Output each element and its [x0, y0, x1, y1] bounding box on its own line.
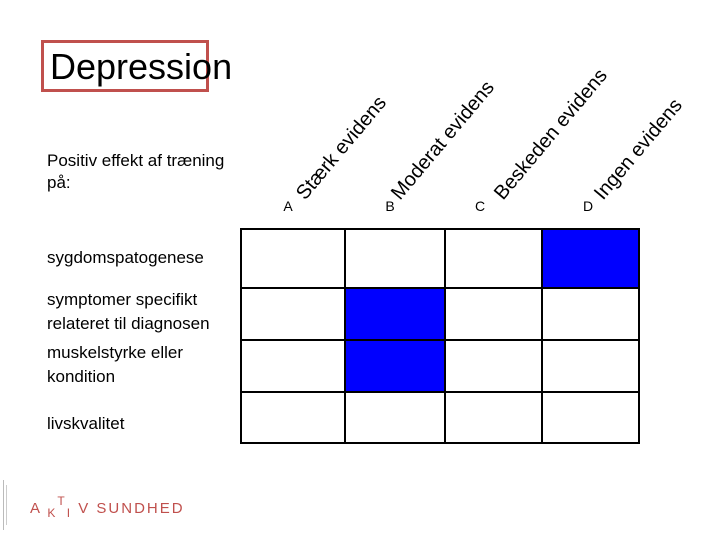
- grid-column-divider: [541, 230, 543, 442]
- row-label-4: livskvalitet: [47, 414, 125, 433]
- column-header-a: Stærk evidens: [292, 92, 392, 205]
- aktiv-sundhed-logo: A KTI V SUNDHED: [30, 494, 185, 520]
- row-label-1: sygdomspatogenese: [47, 248, 204, 267]
- subtitle: Positiv effekt af træning på:: [47, 151, 225, 192]
- logo-v: V: [78, 500, 91, 517]
- column-letter-d: D: [582, 198, 594, 214]
- logo-t: T: [57, 494, 67, 508]
- evidence-cell-filled: [345, 340, 445, 392]
- row-label-2: symptomer specifikt relateret til diagno…: [47, 290, 210, 333]
- page-title: Depression: [50, 46, 233, 87]
- column-letter-a: A: [283, 198, 293, 214]
- logo-a: A: [30, 500, 42, 517]
- grid-column-divider: [344, 230, 346, 442]
- grid-row-divider: [242, 391, 638, 393]
- evidence-cell-filled: [542, 230, 638, 288]
- column-header-d: Ingen evidens: [590, 94, 687, 205]
- logo-rest: SUNDHED: [96, 500, 185, 517]
- evidence-grid: [240, 228, 640, 444]
- column-letter-c: C: [474, 198, 486, 214]
- grid-row-divider: [242, 339, 638, 341]
- title-frame: [41, 40, 209, 92]
- side-watermark: [3, 480, 7, 530]
- grid-row-divider: [242, 287, 638, 289]
- grid-column-divider: [444, 230, 446, 442]
- evidence-cell-filled: [345, 288, 445, 340]
- column-header-b: Moderat evidens: [387, 76, 499, 205]
- logo-i: I: [66, 506, 73, 520]
- column-letter-b: B: [385, 198, 395, 214]
- logo-k: K: [47, 506, 58, 520]
- row-label-3: muskelstyrke eller kondition: [47, 343, 184, 386]
